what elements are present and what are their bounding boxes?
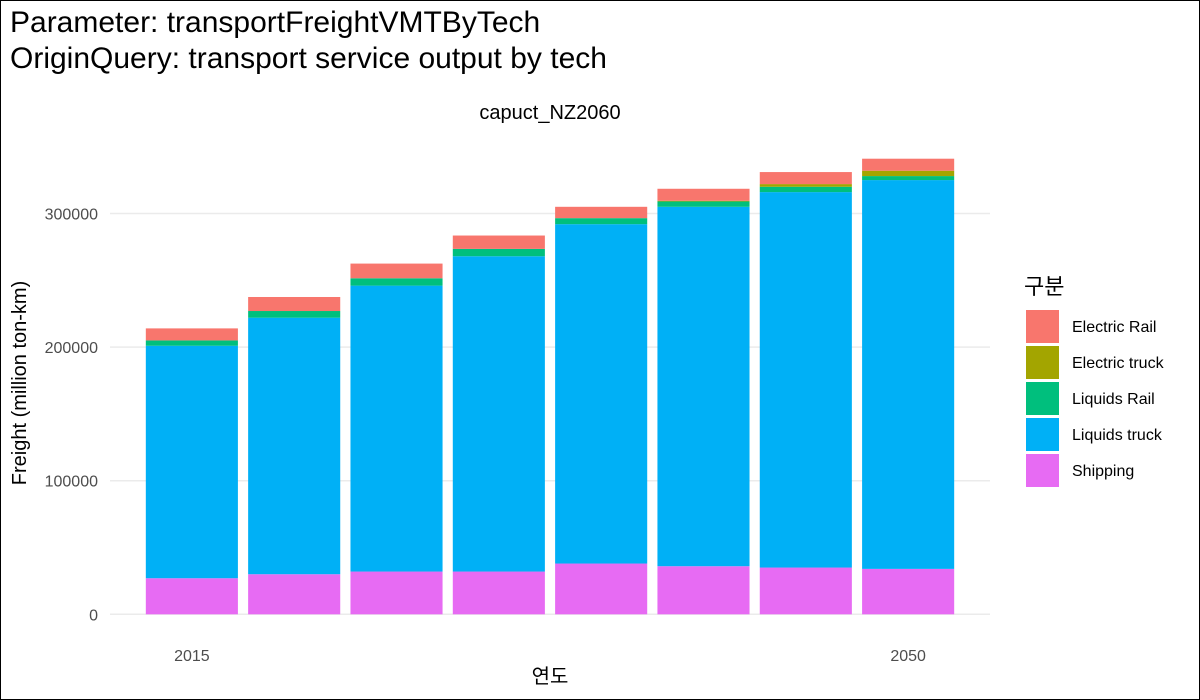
y-axis-title: Freight (million ton-km) bbox=[9, 281, 31, 485]
legend: 구분 Electric Rail Electric truck Liquids Ra… bbox=[1024, 275, 1165, 487]
bar-segment bbox=[555, 224, 648, 564]
x-axis-title: 연도 bbox=[532, 665, 569, 688]
y-axis-ticks: 0 100000 200000 300000 bbox=[45, 206, 98, 624]
y-tick-label: 200000 bbox=[45, 340, 98, 357]
bar-segment bbox=[248, 311, 341, 318]
bar-segment bbox=[657, 188, 750, 201]
legend-entry: Liquids Rail bbox=[1072, 391, 1155, 408]
bars bbox=[145, 158, 955, 615]
y-tick-label: 300000 bbox=[45, 206, 98, 223]
y-tick-label: 100000 bbox=[45, 474, 98, 491]
bar-segment bbox=[248, 574, 341, 615]
x-tick-label: 2050 bbox=[890, 648, 926, 665]
legend-entry: Liquids truck bbox=[1072, 427, 1163, 444]
bar-segment bbox=[657, 206, 750, 567]
bar-segment bbox=[657, 200, 750, 202]
legend-entry: Electric Rail bbox=[1072, 319, 1156, 336]
legend-swatch bbox=[1026, 454, 1059, 487]
bar-segment bbox=[350, 278, 443, 286]
bar-segment bbox=[555, 563, 648, 615]
bar-segment bbox=[759, 172, 852, 185]
bar-segment bbox=[452, 256, 545, 572]
bar-segment bbox=[452, 235, 545, 249]
bar-segment bbox=[452, 248, 545, 257]
bar-segment bbox=[759, 192, 852, 568]
parameter-heading: Parameter: transportFreightVMTByTech bbox=[10, 6, 541, 39]
bar-segment bbox=[145, 340, 238, 346]
legend-title: 구분 bbox=[1024, 275, 1064, 300]
legend-entry: Shipping bbox=[1072, 463, 1134, 480]
bar-segment bbox=[350, 571, 443, 615]
y-tick-label: 0 bbox=[89, 607, 98, 624]
x-tick-label: 2015 bbox=[174, 648, 210, 665]
bar-segment bbox=[657, 566, 750, 615]
bar-segment bbox=[862, 176, 955, 181]
bar-segment bbox=[248, 317, 341, 575]
bar-segment bbox=[555, 206, 648, 219]
legend-swatch bbox=[1026, 382, 1059, 415]
bar-segment bbox=[248, 296, 341, 312]
legend-entry: Electric truck bbox=[1072, 355, 1165, 372]
x-axis-ticks: 2015 2050 bbox=[174, 648, 926, 665]
bar-segment bbox=[759, 186, 852, 193]
legend-swatch bbox=[1026, 346, 1059, 379]
legend-swatch bbox=[1026, 418, 1059, 451]
bar-segment bbox=[452, 571, 545, 615]
origin-query-heading: OriginQuery: transport service output by… bbox=[10, 42, 607, 75]
bar-segment bbox=[759, 184, 852, 187]
bar-segment bbox=[350, 285, 443, 572]
bar-segment bbox=[862, 180, 955, 569]
legend-swatch bbox=[1026, 310, 1059, 343]
bar-segment bbox=[350, 263, 443, 279]
chart-title: capuct_NZ2060 bbox=[479, 102, 620, 124]
bar-segment bbox=[145, 345, 238, 579]
bar-segment bbox=[862, 568, 955, 615]
bar-segment bbox=[657, 201, 750, 207]
bar-segment bbox=[862, 158, 955, 171]
bar-segment bbox=[555, 218, 648, 225]
bar-segment bbox=[862, 170, 955, 177]
bar-segment bbox=[145, 328, 238, 341]
bar-segment bbox=[759, 567, 852, 615]
bar-segment bbox=[145, 578, 238, 615]
grid-lines bbox=[110, 212, 990, 616]
